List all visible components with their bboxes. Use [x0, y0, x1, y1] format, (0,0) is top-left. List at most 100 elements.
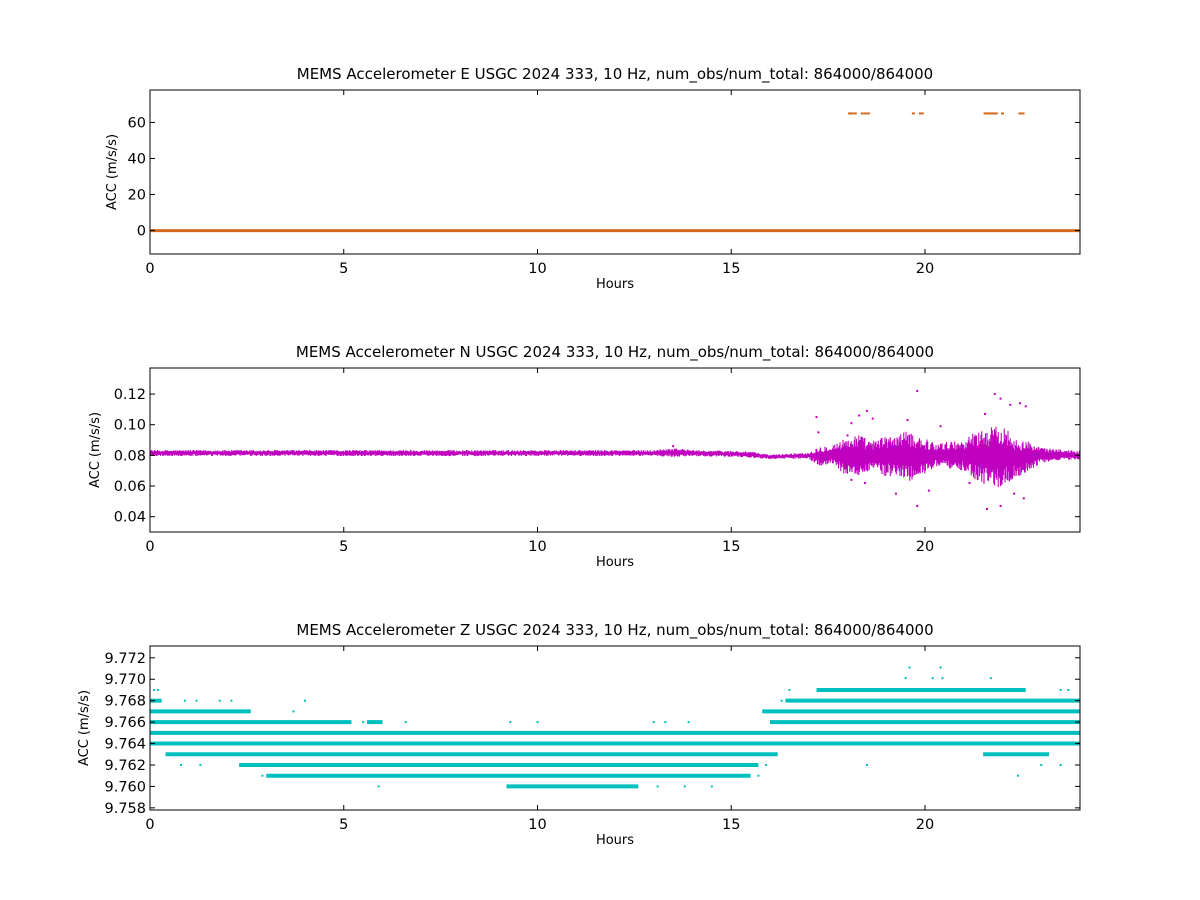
data-point — [941, 677, 944, 680]
data-point — [989, 677, 992, 680]
y-axis-label: ACC (m/s/s) — [88, 412, 103, 488]
x-tick-label: 20 — [916, 817, 934, 833]
data-point — [586, 731, 589, 734]
data-point — [931, 677, 934, 680]
data-point — [687, 721, 690, 724]
data-point — [710, 785, 713, 788]
data-point — [865, 763, 868, 766]
data-point — [1032, 753, 1035, 756]
data-point — [292, 710, 295, 713]
data-point — [1059, 763, 1062, 766]
y-tick-label: 0.12 — [114, 387, 146, 403]
y-tick-label: 0.10 — [114, 418, 146, 434]
data-point — [871, 417, 874, 420]
data-point — [999, 397, 1002, 400]
panel-e-frame — [149, 89, 1081, 255]
panel-z: 0 5 10 15 20 9.758 9.760 9.762 9.764 9.766 9.768 9.… — [77, 621, 1081, 848]
y-tick-label: 9.772 — [104, 651, 146, 667]
panel-e: 0 5 10 15 20 0 20 40 60 MEMS Accelerometer E USGC… — [105, 65, 1081, 292]
y-tick-label: 0.04 — [114, 510, 146, 526]
data-point — [850, 478, 853, 481]
data-point — [199, 763, 202, 766]
y-tick-label: 9.768 — [104, 694, 146, 710]
data-point — [817, 431, 820, 434]
data-point — [1013, 492, 1016, 495]
x-tick-label: 10 — [528, 817, 546, 833]
data-point — [904, 677, 907, 680]
data-point — [993, 393, 996, 396]
data-point — [863, 112, 867, 115]
data-point — [858, 414, 861, 417]
data-point — [664, 721, 667, 724]
y-tick-label: 9.764 — [104, 737, 146, 753]
data-point — [1040, 763, 1043, 766]
data-point — [866, 112, 870, 115]
data-point — [757, 774, 760, 777]
x-tick-label: 0 — [145, 817, 154, 833]
data-point — [863, 481, 866, 484]
x-tick-label: 5 — [339, 817, 348, 833]
data-point — [853, 112, 857, 115]
data-point — [918, 112, 922, 115]
data-point — [404, 721, 407, 724]
data-point — [765, 763, 768, 766]
data-point — [304, 699, 306, 702]
data-point — [1018, 402, 1021, 405]
panel-z-frame — [149, 645, 1081, 811]
chart-title: MEMS Accelerometer E USGC 2024 333, 10 H… — [297, 65, 933, 84]
x-tick-label: 15 — [722, 261, 740, 277]
series-envelope — [150, 426, 1080, 488]
data-point — [672, 445, 675, 448]
data-point — [850, 422, 853, 425]
data-point — [1024, 405, 1027, 408]
data-point — [1022, 497, 1025, 500]
x-tick-label: 5 — [339, 539, 348, 555]
data-point — [983, 112, 987, 115]
data-point — [261, 774, 264, 777]
data-point — [838, 688, 841, 691]
data-point — [992, 112, 996, 115]
data-point — [906, 419, 909, 422]
y-tick-label: 9.766 — [104, 715, 146, 731]
data-point — [1001, 112, 1004, 115]
data-point — [1021, 112, 1025, 115]
x-tick-label: 0 — [145, 261, 154, 277]
data-point — [939, 666, 942, 669]
y-tick-label: 40 — [128, 151, 146, 167]
data-point — [652, 721, 655, 724]
data-point — [1017, 774, 1019, 777]
data-point — [984, 412, 987, 415]
data-point — [916, 504, 919, 507]
data-point — [230, 699, 233, 702]
data-point — [218, 699, 221, 702]
y-tick-label: 0 — [137, 224, 146, 240]
data-point — [939, 425, 942, 428]
data-point — [994, 112, 998, 115]
data-point — [180, 763, 182, 766]
data-point — [1059, 688, 1062, 691]
chart-title: MEMS Accelerometer Z USGC 2024 333, 10 H… — [296, 621, 933, 640]
x-tick-label: 10 — [528, 261, 546, 277]
data-point — [847, 112, 851, 115]
x-tick-label: 20 — [916, 261, 934, 277]
y-tick-label: 0.08 — [114, 448, 146, 464]
data-point — [1067, 688, 1070, 691]
data-point — [911, 112, 915, 115]
x-tick-label: 0 — [145, 539, 154, 555]
panel-z-data — [150, 666, 1080, 789]
data-point — [908, 666, 911, 669]
data-point — [986, 508, 988, 511]
data-point — [195, 699, 198, 702]
x-tick-label: 15 — [722, 817, 740, 833]
data-point — [648, 731, 651, 734]
data-point — [846, 434, 849, 437]
panel-e-data — [150, 112, 1080, 233]
y-tick-label: 20 — [128, 188, 146, 204]
data-point — [894, 492, 897, 495]
data-point — [788, 688, 791, 691]
y-tick-label: 9.762 — [104, 758, 146, 774]
panel-n-data — [150, 389, 1080, 511]
data-point — [815, 416, 818, 419]
data-point — [183, 699, 186, 702]
